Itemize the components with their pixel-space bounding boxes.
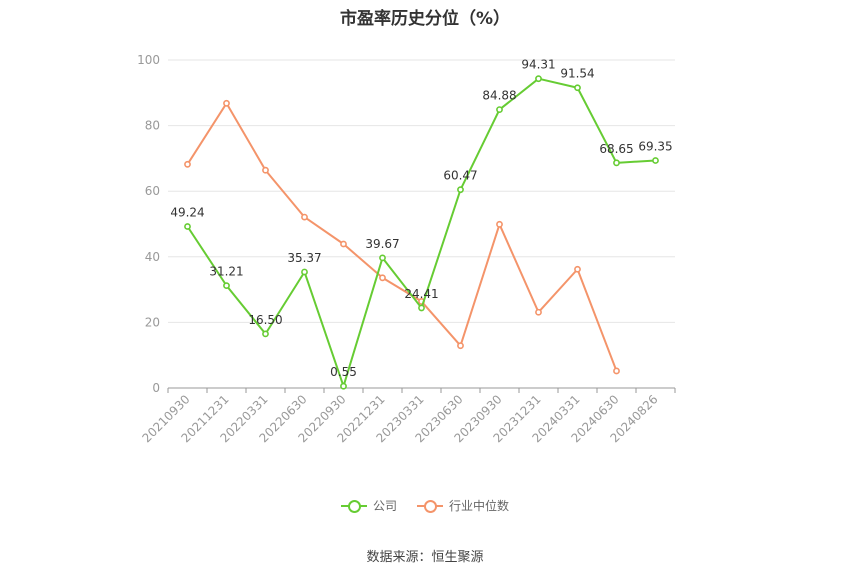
point-company xyxy=(223,282,230,290)
point-industry xyxy=(340,240,347,248)
source-note: 数据来源：恒生聚源 xyxy=(366,550,484,565)
series-line-industry xyxy=(186,102,618,372)
data-label-company: 16.50 xyxy=(248,313,282,327)
data-label-company: 35.37 xyxy=(287,251,321,265)
point-industry xyxy=(613,367,620,375)
point-industry xyxy=(223,99,230,107)
legend-label-industry-median: 行业中位数 xyxy=(449,499,510,513)
data-label-company: 60.47 xyxy=(443,169,477,183)
y-tick-label: 20 xyxy=(145,315,160,329)
series-line-company xyxy=(186,77,656,388)
point-industry xyxy=(262,166,269,174)
point-company xyxy=(457,186,464,194)
point-company xyxy=(652,157,659,164)
legend-swatch-industry-icon xyxy=(417,499,443,513)
legend-item-industry-median[interactable]: 行业中位数 xyxy=(417,497,509,514)
point-company xyxy=(301,268,308,276)
point-industry xyxy=(574,265,581,273)
point-industry xyxy=(379,274,386,282)
point-industry xyxy=(301,213,308,221)
point-company xyxy=(574,84,581,92)
data-label-company: 39.67 xyxy=(365,237,399,251)
data-label-company: 84.88 xyxy=(482,89,516,103)
legend-item-company[interactable]: 公司 xyxy=(340,497,397,514)
point-industry xyxy=(535,308,542,316)
point-industry xyxy=(184,160,191,168)
y-tick-label: 40 xyxy=(145,250,160,264)
point-company xyxy=(262,330,269,338)
label-layer: 49.24 31.21 16.50 35.37 0.55 39.67 24.41 60.47 8… xyxy=(170,58,672,380)
legend: 公司 行业中位数 xyxy=(0,497,850,514)
data-label-company: 68.65 xyxy=(599,142,633,156)
point-company xyxy=(379,254,386,262)
chart-title: 市盈率历史分位（%） xyxy=(339,9,511,29)
point-company xyxy=(535,75,542,83)
data-label-company: 94.31 xyxy=(521,58,555,72)
legend-label-company: 公司 xyxy=(372,499,397,513)
data-label-company: 49.24 xyxy=(170,205,204,219)
point-industry xyxy=(457,342,464,350)
y-tick-label: 80 xyxy=(145,119,160,133)
axis-layer: 0204060801002021093020211231202203312022… xyxy=(137,53,676,445)
legend-swatch-company-icon xyxy=(340,499,367,513)
point-company xyxy=(418,304,425,312)
data-label-company: 91.54 xyxy=(560,67,594,81)
point-company xyxy=(184,223,191,230)
y-tick-label: 0 xyxy=(152,381,160,395)
grid-layer xyxy=(168,59,675,323)
point-industry xyxy=(496,220,503,228)
data-label-company: 31.21 xyxy=(209,265,243,279)
point-company xyxy=(496,106,503,113)
data-label-company: 24.41 xyxy=(404,287,438,301)
y-tick-label: 100 xyxy=(137,53,160,67)
data-label-company: 0.55 xyxy=(330,365,357,379)
point-company xyxy=(613,159,620,167)
series-layer xyxy=(184,75,659,390)
data-label-company: 69.35 xyxy=(638,140,672,154)
y-tick-label: 60 xyxy=(145,184,160,198)
point-company xyxy=(340,382,347,390)
